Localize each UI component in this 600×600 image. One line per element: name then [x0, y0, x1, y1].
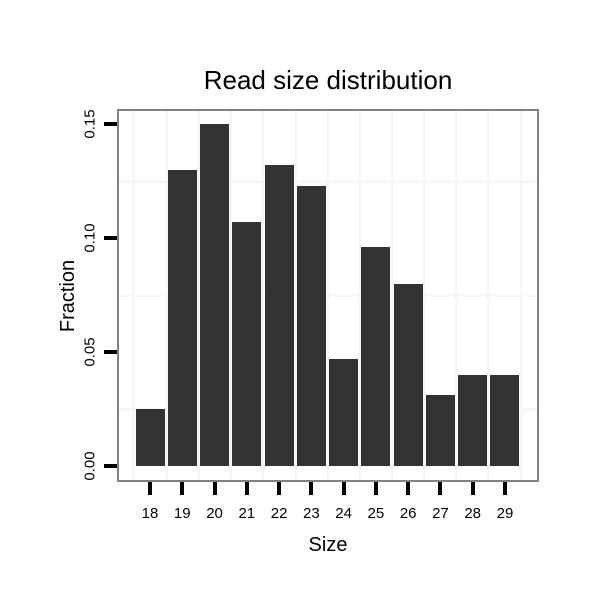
chart-title: Read size distribution: [203, 65, 453, 95]
y-axis-title: Fraction: [57, 259, 79, 332]
y-tick-0.00: [104, 464, 117, 468]
x-tick-label-29: 29: [496, 505, 514, 522]
y-tick-label-0.10: 0.10: [81, 223, 99, 253]
x-tick-18: [148, 482, 152, 495]
x-tick-24: [341, 482, 346, 495]
x-tick-23: [309, 482, 314, 495]
x-tick-label-21: 21: [238, 505, 256, 522]
bar-18: [135, 409, 165, 466]
x-tick-21: [244, 482, 249, 495]
y-tick-label-0.05: 0.05: [81, 337, 99, 367]
x-tick-label-20: 20: [206, 505, 223, 522]
grid-layer: [119, 111, 537, 480]
bar-26: [393, 283, 423, 466]
x-tick-label-24: 24: [335, 505, 352, 522]
x-tick-label-25: 25: [367, 505, 385, 522]
x-tick-label-28: 28: [464, 505, 482, 522]
y-tick-label-0.15: 0.15: [81, 109, 99, 139]
x-tick-label-27: 27: [432, 505, 449, 522]
minor-gridline-horizontal: [119, 179, 537, 183]
x-tick-label-23: 23: [303, 505, 320, 522]
y-tick-label-0.00: 0.00: [81, 451, 99, 481]
x-tick-26: [406, 482, 411, 495]
x-axis-title: Size: [308, 534, 348, 556]
x-tick-25: [373, 482, 378, 495]
plot-panel: [117, 109, 539, 482]
bar-19: [167, 169, 197, 466]
y-tick-0.05: [104, 350, 117, 354]
bar-23: [296, 185, 326, 466]
x-tick-20: [212, 482, 217, 495]
y-tick-0.15: [104, 122, 117, 126]
bar-22: [264, 165, 294, 466]
bar-layer: [119, 111, 537, 480]
y-tick-0.10: [104, 236, 117, 240]
bar-20: [200, 124, 230, 466]
x-tick-22: [277, 482, 282, 495]
minor-gridline-horizontal: [119, 293, 537, 297]
bar-21: [232, 222, 262, 466]
bar-25: [361, 247, 391, 466]
bar-29: [490, 374, 520, 466]
x-tick-19: [180, 482, 185, 495]
x-tick-27: [438, 482, 443, 495]
x-tick-label-19: 19: [173, 505, 191, 522]
minor-gridline-horizontal: [119, 407, 537, 411]
bar-27: [425, 395, 455, 466]
x-tick-29: [502, 482, 507, 495]
x-tick-28: [470, 482, 475, 495]
bar-24: [329, 358, 359, 466]
x-tick-label-22: 22: [270, 505, 288, 522]
x-tick-label-18: 18: [141, 505, 159, 522]
bar-28: [458, 374, 488, 466]
x-tick-label-26: 26: [399, 505, 417, 522]
